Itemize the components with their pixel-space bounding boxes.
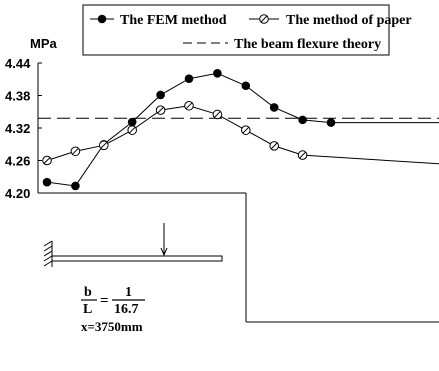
paper-point xyxy=(70,146,81,157)
legend-box xyxy=(82,4,390,56)
fem-point xyxy=(326,118,336,127)
fem-point xyxy=(241,81,251,91)
ratio-annotation: b L = 1 16.7 x=3750mm xyxy=(81,285,145,334)
position-text: x=3750mm xyxy=(81,319,143,334)
y-tick-label: 4.44 xyxy=(5,56,31,71)
paper-series-line xyxy=(46,105,439,165)
fem-point xyxy=(156,90,165,100)
wall-hatch xyxy=(43,240,53,267)
paper-point xyxy=(99,140,109,151)
legend-marker-paper xyxy=(259,14,269,24)
y-tick-label: 4.32 xyxy=(5,121,30,136)
y-tick-label: 4.20 xyxy=(5,186,30,201)
fem-point xyxy=(42,177,52,187)
paper-point xyxy=(127,125,137,135)
fem-point xyxy=(298,115,307,125)
paper-point xyxy=(155,105,166,115)
paper-point xyxy=(269,141,280,151)
ratio-equals: = xyxy=(100,293,109,309)
fem-point xyxy=(127,117,137,127)
y-tick-label: 4.38 xyxy=(5,89,30,104)
fem-point xyxy=(71,181,80,191)
fem-point xyxy=(213,68,222,78)
paper-point xyxy=(297,150,308,160)
paper-point xyxy=(184,100,194,111)
paper-point xyxy=(212,109,223,120)
ratio-num-left: b xyxy=(84,285,92,300)
y-axis-label: MPa xyxy=(30,36,58,51)
ratio-den-right: 16.7 xyxy=(114,302,139,317)
legend-label-fem: The FEM method xyxy=(120,13,227,28)
position-arrow-head xyxy=(160,247,168,257)
ratio-den-left: L xyxy=(83,302,92,317)
legend-label-paper: The method of paper xyxy=(286,13,412,28)
fem-series-line xyxy=(46,72,439,187)
plot-frame xyxy=(37,63,439,323)
cantilever-sketch xyxy=(43,223,223,267)
paper-series-points xyxy=(42,100,308,166)
paper-point xyxy=(42,155,52,166)
legend: The FEM method The method of paper The b… xyxy=(82,4,412,56)
y-tick-label: 4.26 xyxy=(5,154,30,169)
paper-point xyxy=(241,125,251,135)
fem-point xyxy=(269,103,279,112)
fem-series-points xyxy=(42,68,336,191)
legend-marker-fem xyxy=(97,14,107,24)
y-ticks: 4.44 4.38 4.32 4.26 4.20 xyxy=(5,56,42,201)
legend-label-beam: The beam flexure theory xyxy=(234,37,381,52)
fem-point xyxy=(184,74,194,84)
beam-rect xyxy=(51,255,223,262)
ratio-num-right: 1 xyxy=(125,285,132,300)
